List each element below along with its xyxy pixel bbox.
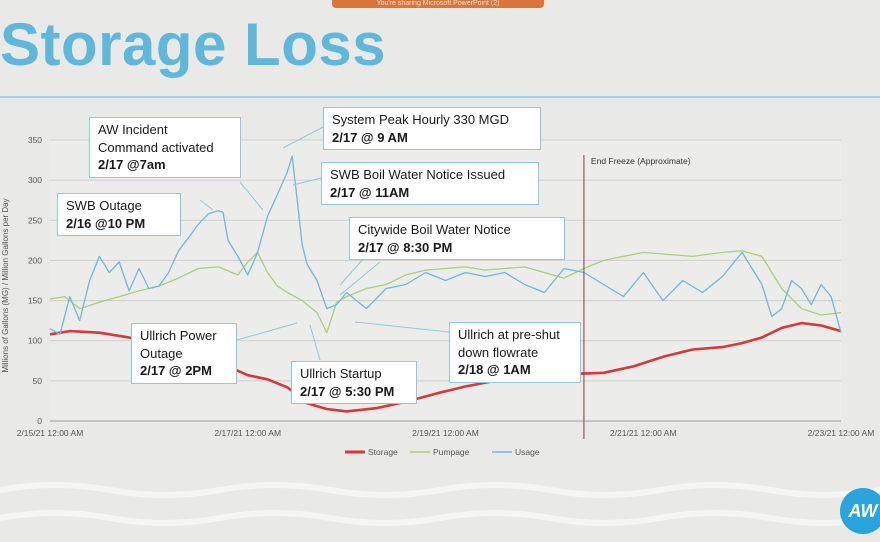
callout-aw-incident-line2: Command activated: [98, 139, 214, 155]
callout-swb-boil-water: SWB Boil Water Notice Issued 2/17 @ 11AM: [321, 162, 539, 205]
callout-swb-outage-line2: 2/16 @10 PM: [66, 215, 146, 231]
y-axis-label: Millions of Gallons (MG) / Million Gallo…: [1, 198, 10, 372]
y-tick-label: 300: [28, 175, 42, 185]
callout-ullrich-power-line2: Outage: [140, 345, 183, 361]
y-tick-label: 150: [28, 296, 42, 306]
title-divider: [0, 96, 880, 98]
callout-citywide-boil-line2: 2/17 @ 8:30 PM: [358, 239, 453, 255]
callout-pointer: [354, 321, 450, 333]
y-tick-label: 200: [28, 255, 42, 265]
callout-ullrich-startup-line1: Ullrich Startup: [300, 366, 382, 381]
callout-swb-outage: SWB Outage 2/16 @10 PM: [57, 193, 181, 236]
slide-title: Storage Loss: [0, 11, 387, 78]
callout-system-peak-line2: 2/17 @ 9 AM: [332, 129, 408, 145]
callout-pointer: [339, 261, 381, 296]
legend-label-storage: Storage: [368, 447, 398, 457]
y-tick-label: 250: [28, 215, 42, 225]
callout-ullrich-startup-line2: 2/17 @ 5:30 PM: [300, 383, 395, 399]
x-tick-label: 2/17/21 12:00 AM: [214, 428, 281, 438]
end-freeze-label: End Freeze (Approximate): [591, 156, 691, 166]
callout-ullrich-preshut: Ullrich at pre-shut down flowrate 2/18 @…: [449, 322, 581, 383]
callout-pointer: [282, 126, 324, 149]
callout-pointer: [292, 177, 322, 186]
callout-pointer: [236, 322, 298, 341]
legend-label-pumpage: Pumpage: [433, 447, 470, 457]
callout-aw-incident: AW Incident Command activated 2/17 @7am: [89, 117, 241, 178]
y-tick-label: 350: [28, 135, 42, 145]
callout-swb-outage-line1: SWB Outage: [66, 198, 142, 213]
callout-ullrich-preshut-line1: Ullrich at pre-shut: [458, 327, 560, 342]
callout-ullrich-preshut-line3: 2/18 @ 1AM: [458, 362, 531, 377]
y-tick-label: 50: [33, 376, 43, 386]
y-tick-label: 0: [37, 416, 42, 426]
callout-pointer: [239, 181, 264, 211]
callout-pointer: [199, 199, 214, 211]
austin-water-logo: AW: [840, 488, 880, 534]
callout-pointer: [339, 256, 366, 286]
series-line-usage: [49, 155, 842, 335]
callout-citywide-boil-line1: Citywide Boil Water Notice: [358, 222, 511, 237]
series-line-pumpage: [49, 250, 842, 334]
callout-swb-boil-line2: 2/17 @ 11AM: [330, 184, 410, 200]
decorative-wave-top: [0, 482, 880, 498]
callout-citywide-boil-water: Citywide Boil Water Notice 2/17 @ 8:30 P…: [349, 217, 565, 260]
callout-system-peak: System Peak Hourly 330 MGD 2/17 @ 9 AM: [323, 107, 541, 150]
callout-aw-incident-line3: 2/17 @7am: [98, 157, 166, 172]
callout-pointer: [309, 324, 321, 361]
callout-ullrich-power-line3: 2/17 @ 2PM: [140, 363, 212, 378]
x-tick-label: 2/23/21 12:00 AM: [808, 428, 875, 438]
x-tick-label: 2/15/21 12:00 AM: [17, 428, 84, 438]
callout-aw-incident-line1: AW Incident: [98, 122, 168, 137]
y-tick-label: 100: [28, 336, 42, 346]
callout-swb-boil-line1: SWB Boil Water Notice Issued: [330, 167, 506, 182]
x-tick-label: 2/19/21 12:00 AM: [412, 428, 479, 438]
callout-ullrich-startup: Ullrich Startup 2/17 @ 5:30 PM: [291, 361, 417, 404]
x-tick-label: 2/21/21 12:00 AM: [610, 428, 677, 438]
decorative-wave-bottom: [0, 510, 880, 526]
legend-label-usage: Usage: [515, 447, 540, 457]
sharing-banner: You're sharing Microsoft PowerPoint (2): [332, 0, 544, 8]
callout-ullrich-preshut-line2: down flowrate: [458, 344, 539, 360]
callout-ullrich-power-outage: Ullrich Power Outage 2/17 @ 2PM: [131, 323, 237, 384]
callout-ullrich-power-line1: Ullrich Power: [140, 328, 217, 343]
callout-system-peak-line1: System Peak Hourly 330 MGD: [332, 112, 510, 127]
